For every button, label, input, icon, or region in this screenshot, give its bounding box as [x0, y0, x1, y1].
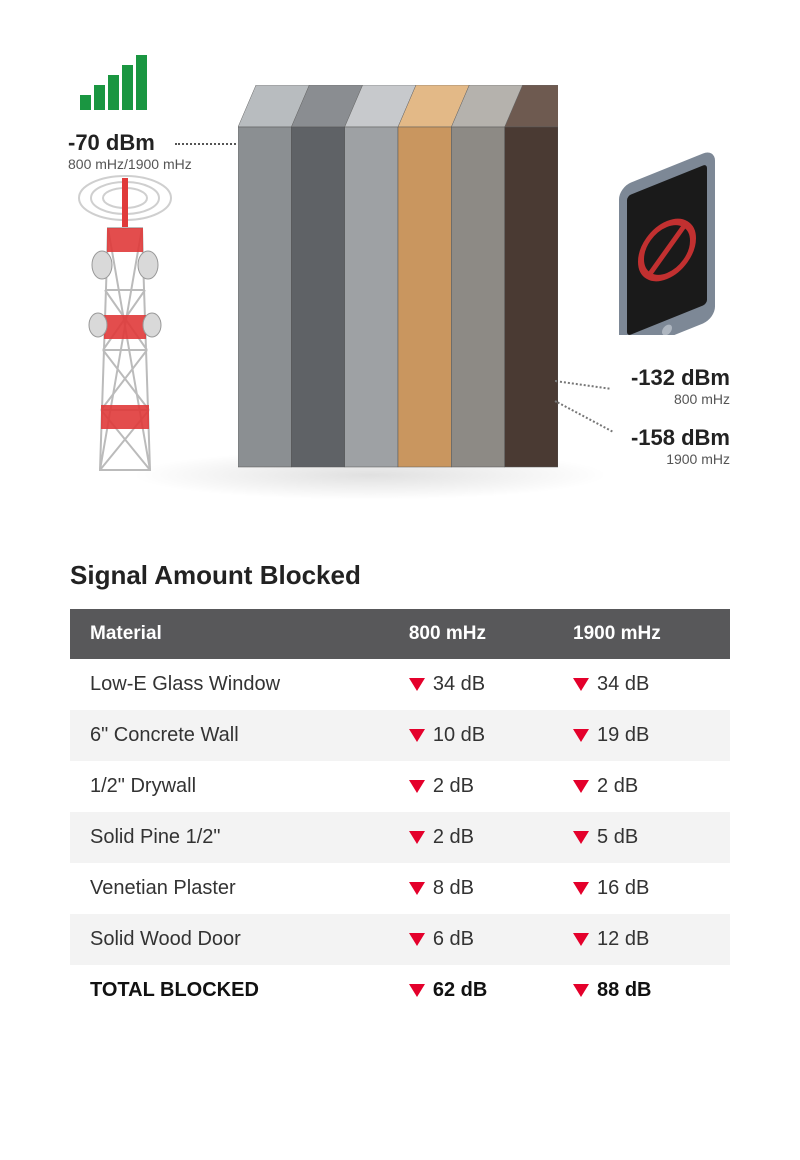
- down-arrow-icon: [573, 729, 589, 742]
- output-freq-1900: 1900 mHz: [631, 451, 730, 467]
- col-1900: 1900 mHz: [553, 609, 730, 659]
- signal-strength-icon: [80, 55, 147, 110]
- col-material: Material: [70, 609, 389, 659]
- down-arrow-icon: [573, 933, 589, 946]
- down-arrow-icon: [573, 831, 589, 844]
- cell-tower-icon: [78, 170, 173, 480]
- down-arrow-icon: [573, 882, 589, 895]
- dotted-connector-in: [175, 143, 240, 145]
- down-arrow-icon: [409, 984, 425, 997]
- cell-1900: 16 dB: [553, 863, 730, 914]
- table-row: Solid Wood Door 6 dB 12 dB: [70, 914, 730, 965]
- table-row: 1/2" Drywall 2 dB 2 dB: [70, 761, 730, 812]
- cell-800: 34 dB: [389, 659, 553, 710]
- cell-1900: 19 dB: [553, 710, 730, 761]
- signal-diagram: -70 dBm 800 mHz/1900 mHz: [0, 0, 800, 530]
- table-title: Signal Amount Blocked: [70, 560, 730, 591]
- table-row: 6" Concrete Wall 10 dB 19 dB: [70, 710, 730, 761]
- dotted-connector-out-1: [555, 380, 610, 390]
- cell-material: 1/2" Drywall: [70, 761, 389, 812]
- cell-material: 6" Concrete Wall: [70, 710, 389, 761]
- cell-material: Solid Pine 1/2": [70, 812, 389, 863]
- output-dbm-1900: -158 dBm: [631, 425, 730, 451]
- dotted-connector-out-2: [555, 400, 613, 432]
- down-arrow-icon: [409, 933, 425, 946]
- cell-total-1900: 88 dB: [553, 965, 730, 1016]
- cell-material: Venetian Plaster: [70, 863, 389, 914]
- down-arrow-icon: [573, 780, 589, 793]
- cell-material: Low-E Glass Window: [70, 659, 389, 710]
- cell-1900: 34 dB: [553, 659, 730, 710]
- attenuation-table: Material 800 mHz 1900 mHz Low-E Glass Wi…: [70, 609, 730, 1016]
- down-arrow-icon: [409, 678, 425, 691]
- cell-800: 10 dB: [389, 710, 553, 761]
- col-800: 800 mHz: [389, 609, 553, 659]
- down-arrow-icon: [409, 729, 425, 742]
- cell-total-label: TOTAL BLOCKED: [70, 965, 389, 1016]
- table-row: Low-E Glass Window 34 dB 34 dB: [70, 659, 730, 710]
- cell-800: 2 dB: [389, 761, 553, 812]
- cell-1900: 12 dB: [553, 914, 730, 965]
- cell-material: Solid Wood Door: [70, 914, 389, 965]
- down-arrow-icon: [409, 780, 425, 793]
- slabs-svg: [238, 85, 558, 485]
- down-arrow-icon: [573, 678, 589, 691]
- down-arrow-icon: [409, 831, 425, 844]
- cell-1900: 2 dB: [553, 761, 730, 812]
- output-freq-800: 800 mHz: [631, 391, 730, 407]
- table-row: Venetian Plaster 8 dB 16 dB: [70, 863, 730, 914]
- input-dbm: -70 dBm: [68, 130, 192, 156]
- cell-800: 2 dB: [389, 812, 553, 863]
- material-slabs: [238, 85, 558, 485]
- table-total-row: TOTAL BLOCKED 62 dB 88 dB: [70, 965, 730, 1016]
- output-dbm-800: -132 dBm: [631, 365, 730, 391]
- input-signal-label: -70 dBm 800 mHz/1900 mHz: [68, 130, 192, 172]
- cell-1900: 5 dB: [553, 812, 730, 863]
- attenuation-table-section: Signal Amount Blocked Material 800 mHz 1…: [0, 530, 800, 1016]
- output-signal-labels: -132 dBm 800 mHz -158 dBm 1900 mHz: [631, 365, 730, 485]
- table-body: Low-E Glass Window 34 dB 34 dB 6" Concre…: [70, 659, 730, 1016]
- down-arrow-icon: [409, 882, 425, 895]
- cell-800: 6 dB: [389, 914, 553, 965]
- phone-icon: [615, 145, 720, 335]
- cell-800: 8 dB: [389, 863, 553, 914]
- cell-total-800: 62 dB: [389, 965, 553, 1016]
- table-header-row: Material 800 mHz 1900 mHz: [70, 609, 730, 659]
- down-arrow-icon: [573, 984, 589, 997]
- table-row: Solid Pine 1/2" 2 dB 5 dB: [70, 812, 730, 863]
